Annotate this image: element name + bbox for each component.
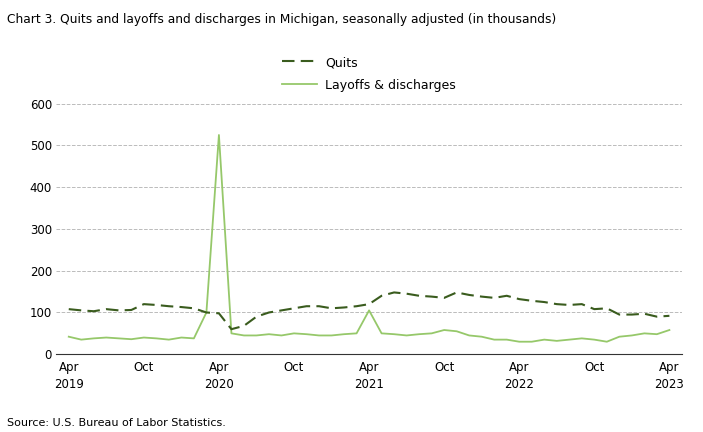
Text: Chart 3. Quits and layoffs and discharges in Michigan, seasonally adjusted (in t: Chart 3. Quits and layoffs and discharge… [7,13,556,26]
Legend: Quits, Layoffs & discharges: Quits, Layoffs & discharges [283,57,456,92]
Text: Source: U.S. Bureau of Labor Statistics.: Source: U.S. Bureau of Labor Statistics. [7,418,226,428]
